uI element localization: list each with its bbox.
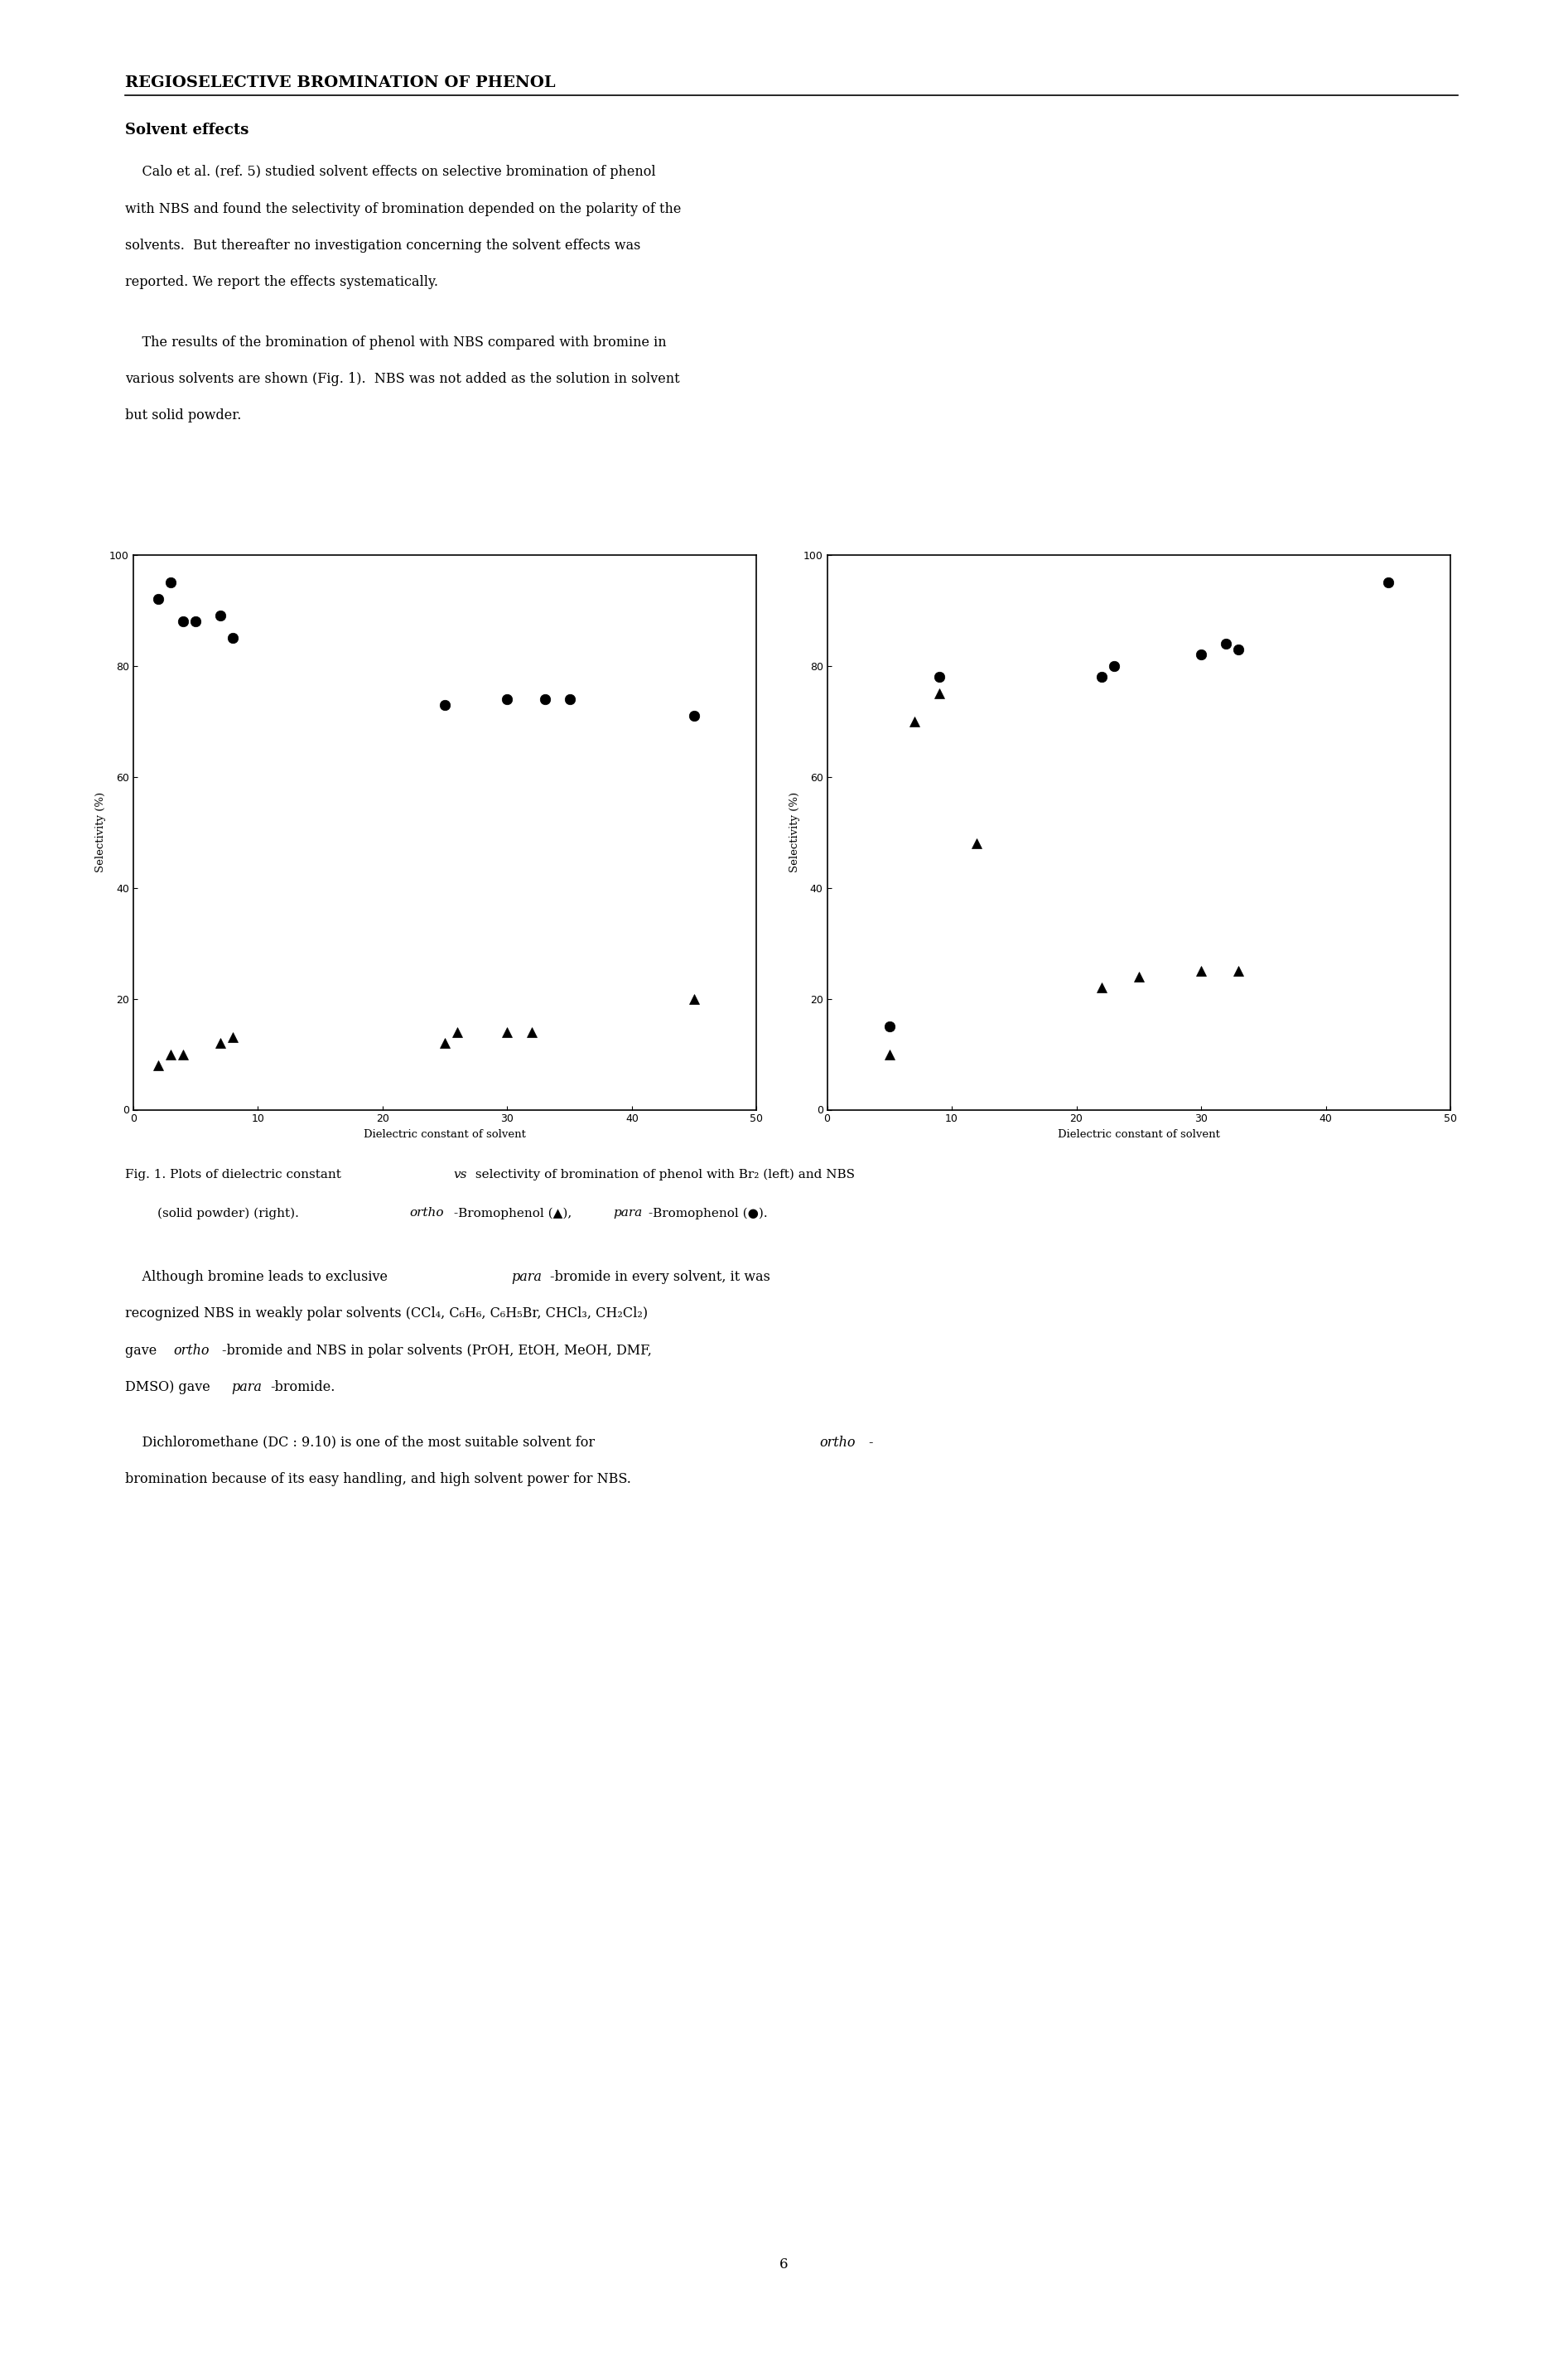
Text: various solvents are shown (Fig. 1).  NBS was not added as the solution in solve: various solvents are shown (Fig. 1). NBS… xyxy=(125,371,681,385)
Text: recognized NBS in weakly polar solvents (CCl₄, C₆H₆, C₆H₅Br, CHCl₃, CH₂Cl₂): recognized NBS in weakly polar solvents … xyxy=(125,1308,648,1320)
Text: -bromide in every solvent, it was: -bromide in every solvent, it was xyxy=(550,1270,770,1284)
Text: para: para xyxy=(613,1206,643,1218)
Text: Calo et al. (ref. 5) studied solvent effects on selective bromination of phenol: Calo et al. (ref. 5) studied solvent eff… xyxy=(125,165,655,179)
Text: vs: vs xyxy=(453,1169,467,1180)
Text: para: para xyxy=(232,1379,262,1393)
X-axis label: Dielectric constant of solvent: Dielectric constant of solvent xyxy=(1058,1129,1220,1140)
Text: gave: gave xyxy=(125,1343,162,1358)
Y-axis label: Selectivity (%): Selectivity (%) xyxy=(96,791,107,874)
Text: ortho: ortho xyxy=(174,1343,210,1358)
Text: Dichloromethane (DC : 9.10) is one of the most suitable solvent for: Dichloromethane (DC : 9.10) is one of th… xyxy=(125,1435,599,1450)
X-axis label: Dielectric constant of solvent: Dielectric constant of solvent xyxy=(364,1129,525,1140)
Text: DMSO) gave: DMSO) gave xyxy=(125,1379,215,1393)
Text: ortho: ortho xyxy=(820,1435,856,1450)
Text: with NBS and found the selectivity of bromination depended on the polarity of th: with NBS and found the selectivity of br… xyxy=(125,203,682,215)
Text: -Bromophenol (▲),: -Bromophenol (▲), xyxy=(453,1206,575,1218)
Text: 6: 6 xyxy=(779,2257,789,2271)
Y-axis label: Selectivity (%): Selectivity (%) xyxy=(789,791,800,874)
Text: selectivity of bromination of phenol with Br₂ (left) and NBS: selectivity of bromination of phenol wit… xyxy=(472,1169,855,1180)
Text: Solvent effects: Solvent effects xyxy=(125,123,249,137)
Text: The results of the bromination of phenol with NBS compared with bromine in: The results of the bromination of phenol… xyxy=(125,335,666,349)
Text: Although bromine leads to exclusive: Although bromine leads to exclusive xyxy=(125,1270,392,1284)
Text: -Bromophenol (●).: -Bromophenol (●). xyxy=(649,1206,768,1218)
Text: (solid powder) (right).: (solid powder) (right). xyxy=(125,1206,303,1218)
Text: -bromide.: -bromide. xyxy=(270,1379,336,1393)
Text: reported. We report the effects systematically.: reported. We report the effects systemat… xyxy=(125,274,439,288)
Text: -: - xyxy=(869,1435,872,1450)
Text: Fig. 1. Plots of dielectric constant: Fig. 1. Plots of dielectric constant xyxy=(125,1169,345,1180)
Text: but solid powder.: but solid powder. xyxy=(125,408,241,423)
Text: ortho: ortho xyxy=(409,1206,444,1218)
Text: solvents.  But thereafter no investigation concerning the solvent effects was: solvents. But thereafter no investigatio… xyxy=(125,238,641,253)
Text: para: para xyxy=(511,1270,541,1284)
Text: REGIOSELECTIVE BROMINATION OF PHENOL: REGIOSELECTIVE BROMINATION OF PHENOL xyxy=(125,76,555,90)
Text: bromination because of its easy handling, and high solvent power for NBS.: bromination because of its easy handling… xyxy=(125,1473,632,1485)
Text: -bromide and NBS in polar solvents (PrOH, EtOH, MeOH, DMF,: -bromide and NBS in polar solvents (PrOH… xyxy=(223,1343,652,1358)
